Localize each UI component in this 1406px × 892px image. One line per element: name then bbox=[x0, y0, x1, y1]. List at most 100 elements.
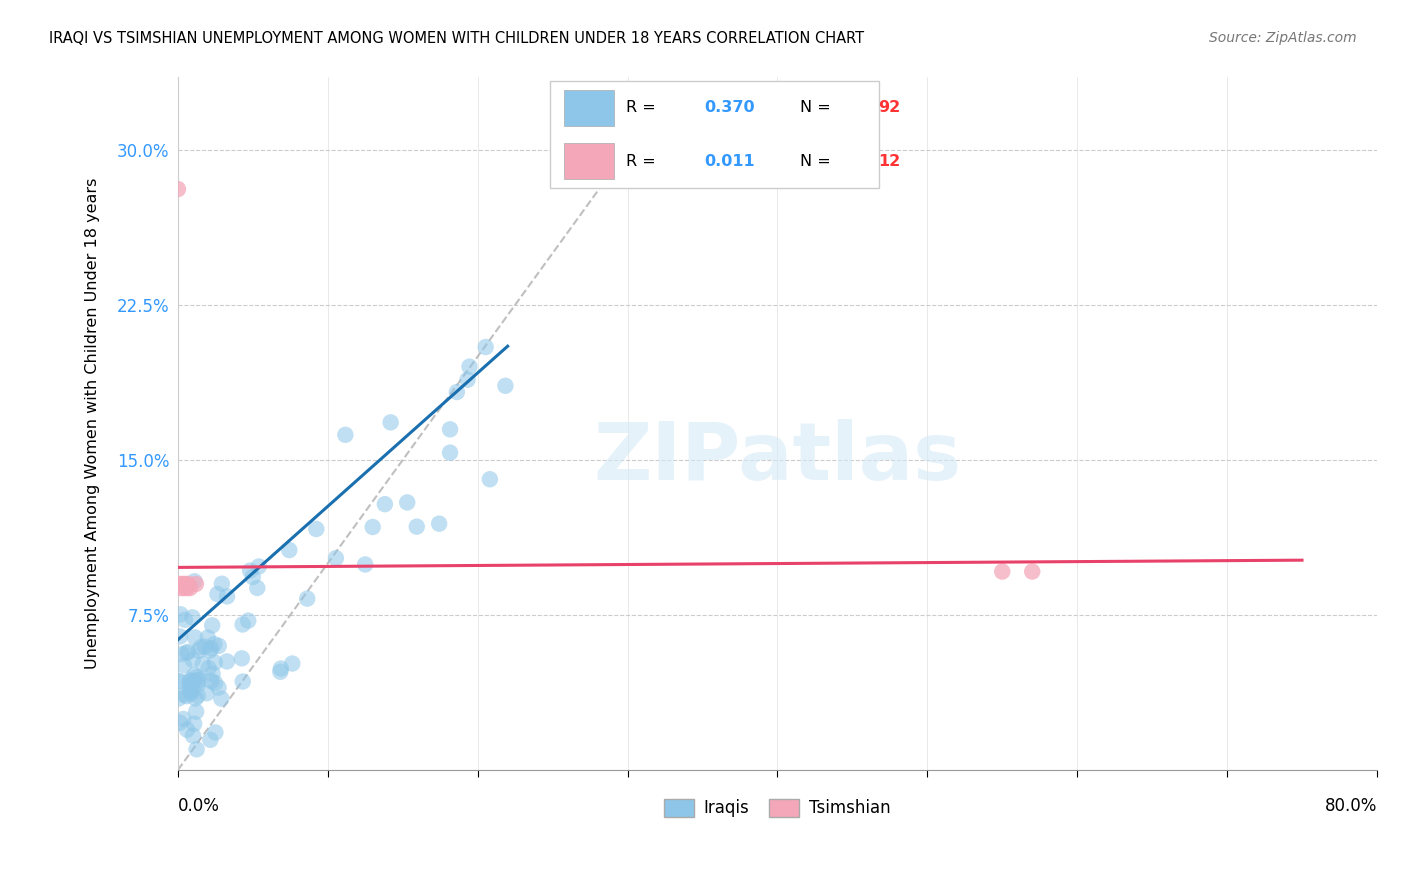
Point bbox=[187, 644, 209, 658]
Point bbox=[204, 676, 226, 690]
Point bbox=[169, 715, 191, 730]
Point bbox=[281, 657, 304, 671]
Point bbox=[215, 590, 238, 604]
Point bbox=[177, 645, 200, 659]
Point bbox=[184, 705, 207, 719]
Point bbox=[247, 559, 270, 574]
Point bbox=[184, 631, 207, 645]
Point bbox=[457, 373, 479, 387]
Point bbox=[186, 742, 208, 756]
Text: IRAQI VS TSIMSHIAN UNEMPLOYMENT AMONG WOMEN WITH CHILDREN UNDER 18 YEARS CORRELA: IRAQI VS TSIMSHIAN UNEMPLOYMENT AMONG WO… bbox=[49, 31, 865, 46]
Point bbox=[204, 725, 226, 739]
Point bbox=[278, 543, 301, 558]
Point bbox=[474, 340, 496, 354]
Text: N =: N = bbox=[800, 100, 837, 115]
FancyBboxPatch shape bbox=[564, 90, 614, 126]
Text: 92: 92 bbox=[879, 100, 900, 115]
Point bbox=[396, 495, 419, 509]
Point bbox=[179, 673, 201, 687]
FancyBboxPatch shape bbox=[550, 81, 879, 188]
Point bbox=[176, 581, 198, 595]
Point bbox=[173, 658, 195, 673]
Point bbox=[187, 677, 209, 691]
Point bbox=[195, 686, 218, 700]
Point bbox=[172, 712, 194, 726]
Point bbox=[325, 551, 347, 566]
Point bbox=[167, 182, 190, 196]
Point bbox=[374, 497, 396, 511]
Point bbox=[181, 653, 204, 667]
Point bbox=[197, 661, 219, 675]
Point bbox=[427, 516, 450, 531]
Point bbox=[183, 673, 205, 688]
Point bbox=[181, 683, 204, 698]
Point bbox=[184, 691, 207, 706]
Point bbox=[1021, 565, 1043, 579]
Point bbox=[202, 637, 225, 651]
Point bbox=[207, 681, 229, 695]
Point bbox=[169, 607, 191, 622]
Point bbox=[208, 639, 231, 653]
Point bbox=[242, 570, 264, 584]
Point bbox=[173, 688, 195, 702]
Point bbox=[191, 657, 214, 671]
Point bbox=[177, 577, 200, 591]
Point bbox=[194, 640, 217, 654]
Point bbox=[439, 445, 461, 459]
Point bbox=[211, 576, 233, 591]
Point bbox=[209, 691, 232, 706]
Text: 80.0%: 80.0% bbox=[1324, 797, 1376, 814]
Point bbox=[181, 610, 204, 624]
FancyBboxPatch shape bbox=[564, 144, 614, 179]
Point bbox=[354, 558, 377, 572]
Point bbox=[179, 581, 201, 595]
Text: R =: R = bbox=[626, 154, 661, 169]
Text: ZIPatlas: ZIPatlas bbox=[593, 419, 962, 498]
Point bbox=[187, 673, 209, 687]
Point bbox=[201, 666, 224, 681]
Point bbox=[176, 723, 198, 737]
Point bbox=[170, 581, 193, 595]
Point bbox=[238, 614, 260, 628]
Point bbox=[167, 691, 190, 706]
Point bbox=[361, 520, 384, 534]
Point bbox=[478, 472, 501, 486]
Point bbox=[173, 581, 195, 595]
Point bbox=[201, 618, 224, 632]
Point bbox=[174, 577, 197, 591]
Point bbox=[405, 519, 427, 533]
Point bbox=[270, 661, 292, 675]
Point bbox=[305, 522, 328, 536]
Point bbox=[183, 716, 205, 731]
Point bbox=[991, 565, 1014, 579]
Text: N =: N = bbox=[800, 154, 837, 169]
Point bbox=[169, 577, 191, 591]
Point bbox=[179, 679, 201, 693]
Point bbox=[200, 641, 222, 656]
Point bbox=[239, 564, 262, 578]
Y-axis label: Unemployment Among Women with Children Under 18 years: Unemployment Among Women with Children U… bbox=[86, 178, 100, 669]
Point bbox=[200, 673, 222, 688]
Point bbox=[269, 665, 291, 679]
Point bbox=[188, 673, 211, 687]
Point bbox=[172, 577, 194, 591]
Text: 0.011: 0.011 bbox=[704, 154, 755, 169]
Point bbox=[180, 686, 202, 700]
Legend: Iraqis, Tsimshian: Iraqis, Tsimshian bbox=[657, 792, 898, 824]
Point bbox=[187, 689, 209, 703]
Point bbox=[169, 630, 191, 644]
Point bbox=[197, 631, 219, 645]
Point bbox=[183, 668, 205, 682]
Point bbox=[246, 581, 269, 595]
Point bbox=[231, 651, 253, 665]
Point bbox=[232, 674, 254, 689]
Point bbox=[181, 729, 204, 743]
Point bbox=[380, 416, 402, 430]
Point bbox=[179, 683, 201, 698]
Point bbox=[186, 670, 208, 684]
Point bbox=[184, 577, 207, 591]
Text: 0.0%: 0.0% bbox=[179, 797, 219, 814]
Text: 0.370: 0.370 bbox=[704, 100, 755, 115]
Point bbox=[446, 384, 468, 399]
Point bbox=[335, 427, 357, 442]
